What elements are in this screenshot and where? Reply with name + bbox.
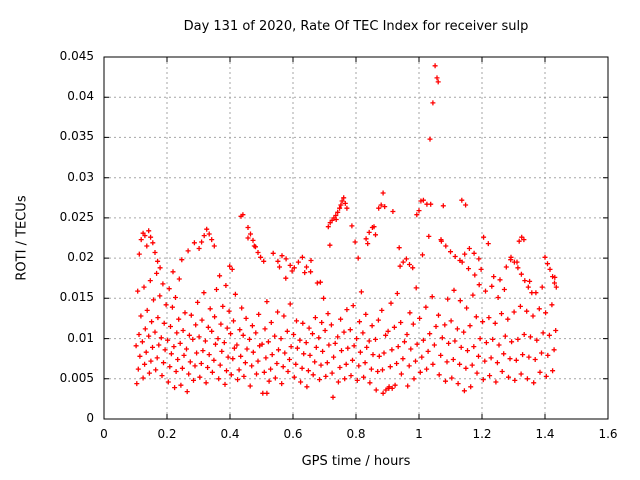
x-tick-label: 0.2: [157, 427, 177, 441]
x-tick-label: 0.6: [283, 427, 303, 441]
y-tick-label: 0.01: [67, 330, 94, 345]
y-tick-label: 0.045: [59, 49, 94, 63]
x-tick-label: 0: [100, 427, 108, 441]
y-tick-label: 0.03: [67, 169, 94, 184]
scatter-points: [133, 63, 559, 400]
y-axis-label: ROTI / TECUs: [14, 195, 30, 281]
x-tick-label: 1: [415, 427, 423, 441]
x-tick-label: 1.4: [535, 427, 555, 441]
y-tick-label: 0.02: [67, 250, 94, 265]
x-tick-label: 0.8: [346, 427, 366, 441]
grid-lines: [104, 57, 608, 419]
y-tick-label: 0.04: [67, 89, 94, 104]
plot-border: [103, 56, 609, 420]
x-tick-label: 1.2: [472, 427, 492, 441]
y-tick-label: 0.015: [59, 290, 94, 305]
y-tick-label: 0.005: [59, 370, 94, 385]
x-tick-label: 0.4: [220, 427, 240, 441]
x-axis-label: GPS time / hours: [301, 454, 411, 469]
y-tick-label: 0.025: [59, 209, 94, 224]
chart-title: Day 131 of 2020, Rate Of TEC Index for r…: [183, 19, 529, 34]
x-tick-label: 1.6: [598, 427, 618, 441]
y-tick-label: 0: [86, 411, 94, 425]
y-tick-label: 0.035: [59, 129, 94, 144]
